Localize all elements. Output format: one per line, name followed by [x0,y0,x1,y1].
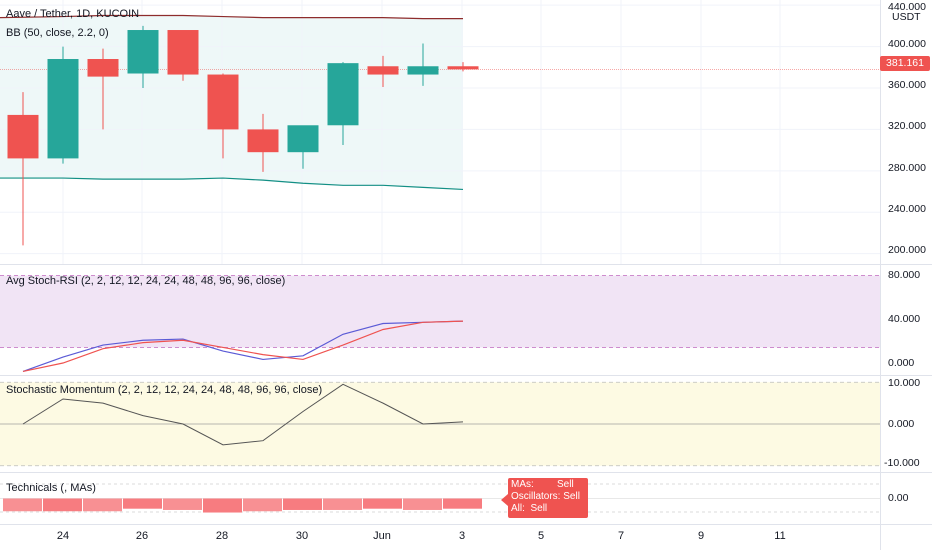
stoch-momentum-label[interactable]: Stochastic Momentum (2, 2, 12, 12, 24, 2… [6,384,323,396]
technicals-bar [443,498,482,509]
candle-body [7,114,39,159]
price-tick: 240.000 [888,203,926,215]
time-tick: 7 [617,530,625,542]
technicals-bar [163,498,202,510]
candle-body [47,59,79,159]
price-tick: 360.000 [888,79,926,91]
momentum-tick: 10.000 [888,377,921,389]
rsi-tick: 80.000 [888,269,921,281]
tooltip-osc-value: Sell [563,491,580,502]
technicals-bar [243,498,282,512]
candle-body [247,129,279,153]
technicals-pane[interactable] [0,483,880,513]
bollinger-upper-line [0,14,463,20]
time-tick: 26 [135,530,149,542]
time-tick: 30 [295,530,309,542]
time-tick: Jun [373,530,391,542]
technicals-bar [3,498,42,512]
price-tick: 200.000 [888,244,926,256]
rsi-tick: 0.000 [888,357,915,369]
momentum-tick: -10.000 [884,457,920,469]
candle-body [327,63,359,126]
technicals-bar [43,498,82,512]
technicals-tick: 0.00 [888,492,909,504]
candle-body [127,30,159,74]
candle-body [87,59,119,77]
technicals-tooltip: MAs: Sell Oscillators: Sell All: Sell [508,478,588,518]
technicals-bar [403,498,442,510]
bollinger-lower-line [0,177,464,191]
technicals-bar [203,498,242,513]
tooltip-mas-key: MAs: [511,479,534,490]
candle-body [447,66,479,70]
price-tick: 320.000 [888,120,926,132]
candle-body [367,66,399,75]
tooltip-osc-key: Oscillators: [511,491,561,502]
price-tick: 440.000 [888,1,926,13]
time-tick: 9 [697,530,705,542]
technicals-bar [83,498,122,512]
last-price-badge: 381.161 [880,56,930,71]
stochastic-momentum-line [22,383,464,446]
candle-body [167,30,199,75]
technicals-label[interactable]: Technicals (, MAs) [6,482,96,494]
tooltip-all-key: All: [511,503,525,514]
technicals-bar [123,498,162,509]
tooltip-mas-value: Sell [557,479,574,490]
rsi-band-fill [0,275,880,348]
stoch-rsi-line [22,320,464,372]
momentum-tick: 0.000 [888,418,915,430]
bb-indicator-label[interactable]: BB (50, close, 2.2, 0) [6,27,109,39]
price-pane[interactable] [0,0,880,264]
stoch-rsi-pane[interactable] [0,275,880,372]
currency-label[interactable]: USDT [892,11,921,23]
time-tick: 3 [458,530,466,542]
technicals-bar [323,498,362,510]
tooltip-all-value: Sell [530,503,548,514]
time-tick: 28 [215,530,229,542]
candle-body [287,125,319,153]
time-tick: 11 [774,530,786,542]
technicals-bar [283,498,322,510]
chart-title: Aave / Tether, 1D, KUCOIN [6,8,140,20]
rsi-tick: 40.000 [888,313,921,325]
stoch-momentum-pane[interactable] [0,381,880,467]
time-tick: 5 [537,530,545,542]
price-tick: 280.000 [888,162,926,174]
candle-body [407,66,439,75]
stoch-rsi-line [22,320,464,372]
time-tick: 24 [56,530,70,542]
stoch-rsi-label[interactable]: Avg Stoch-RSI (2, 2, 12, 12, 24, 24, 48,… [6,275,286,287]
candle-body [207,74,239,130]
technicals-bar [363,498,402,509]
tooltip-arrow [501,494,508,506]
price-tick: 400.000 [888,38,926,50]
